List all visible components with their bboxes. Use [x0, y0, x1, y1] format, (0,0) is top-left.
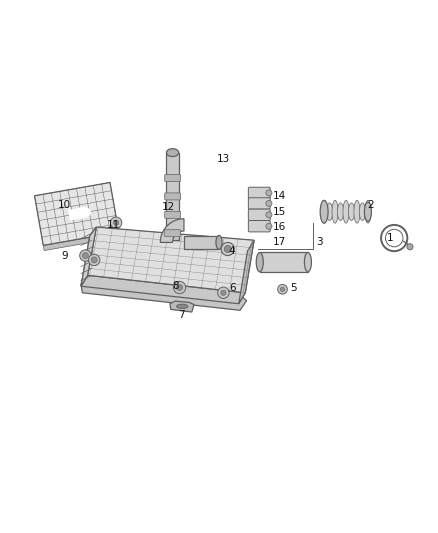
FancyBboxPatch shape	[165, 211, 180, 219]
FancyBboxPatch shape	[165, 193, 180, 200]
Circle shape	[177, 285, 183, 290]
Circle shape	[280, 287, 285, 292]
Circle shape	[91, 257, 97, 263]
Circle shape	[80, 250, 91, 261]
Polygon shape	[81, 275, 245, 304]
Polygon shape	[81, 227, 96, 286]
Ellipse shape	[216, 236, 222, 249]
Ellipse shape	[166, 149, 179, 157]
Circle shape	[266, 223, 272, 229]
Circle shape	[278, 285, 287, 294]
Circle shape	[221, 290, 226, 295]
Ellipse shape	[332, 200, 338, 223]
Ellipse shape	[304, 253, 311, 272]
Ellipse shape	[320, 200, 328, 223]
Text: 12: 12	[162, 203, 175, 212]
Polygon shape	[260, 253, 308, 272]
Text: 13: 13	[217, 154, 230, 164]
FancyBboxPatch shape	[248, 221, 270, 232]
Text: 2: 2	[367, 200, 374, 210]
Ellipse shape	[365, 200, 371, 223]
Circle shape	[82, 253, 88, 259]
Ellipse shape	[337, 203, 343, 221]
Ellipse shape	[321, 200, 327, 223]
Text: 7: 7	[178, 310, 185, 320]
Polygon shape	[170, 301, 194, 312]
Polygon shape	[81, 227, 96, 286]
Circle shape	[173, 281, 186, 294]
Text: 9: 9	[61, 251, 68, 261]
FancyBboxPatch shape	[248, 198, 270, 209]
Polygon shape	[81, 278, 247, 310]
Ellipse shape	[326, 203, 332, 221]
Circle shape	[221, 243, 234, 255]
Bar	[35, 182, 119, 245]
Circle shape	[218, 287, 229, 298]
Text: 15: 15	[273, 207, 286, 217]
Circle shape	[266, 212, 272, 218]
FancyBboxPatch shape	[248, 209, 270, 221]
Text: 11: 11	[106, 220, 120, 230]
Ellipse shape	[364, 202, 371, 221]
Text: 3: 3	[316, 237, 323, 247]
Text: 10: 10	[58, 200, 71, 210]
Ellipse shape	[354, 200, 360, 223]
Polygon shape	[166, 152, 179, 240]
Text: 8: 8	[172, 281, 179, 291]
Circle shape	[113, 220, 119, 225]
Text: 6: 6	[229, 284, 236, 293]
Circle shape	[224, 246, 231, 253]
FancyBboxPatch shape	[165, 174, 180, 182]
Ellipse shape	[177, 304, 188, 309]
Polygon shape	[68, 207, 91, 221]
Ellipse shape	[343, 200, 349, 223]
Polygon shape	[88, 227, 254, 293]
Circle shape	[110, 217, 122, 229]
Text: 17: 17	[273, 237, 286, 247]
Bar	[43, 232, 120, 251]
Polygon shape	[160, 219, 184, 243]
Circle shape	[266, 190, 272, 196]
Polygon shape	[239, 240, 254, 304]
Ellipse shape	[256, 253, 263, 272]
Text: 14: 14	[273, 191, 286, 201]
Polygon shape	[184, 236, 219, 248]
Ellipse shape	[349, 203, 354, 221]
Text: 4: 4	[229, 246, 236, 256]
Circle shape	[88, 254, 100, 265]
Circle shape	[407, 244, 413, 250]
FancyBboxPatch shape	[248, 187, 270, 199]
Text: 16: 16	[273, 222, 286, 232]
Text: 5: 5	[290, 284, 297, 293]
Circle shape	[266, 200, 272, 206]
FancyBboxPatch shape	[165, 230, 180, 237]
Ellipse shape	[359, 203, 365, 221]
Text: 1: 1	[386, 233, 393, 243]
